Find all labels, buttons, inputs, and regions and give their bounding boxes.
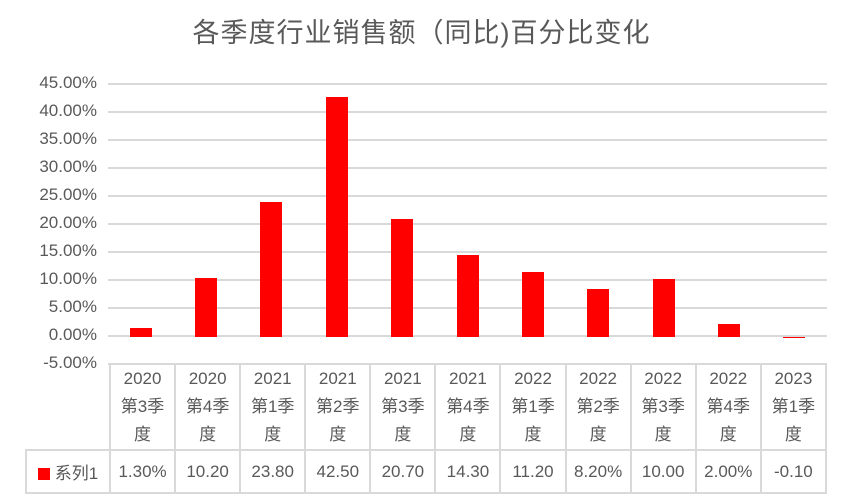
table-value-cell: 23.80 <box>239 449 307 494</box>
bar <box>717 323 740 337</box>
y-axis-label: 45.00% <box>39 73 97 92</box>
table-header-cell: 2022 第2季 度 <box>564 363 632 451</box>
y-axis-label: 20.00% <box>39 213 97 232</box>
data-table: 2020 第3季 度 2020 第4季 度 2021 第1季 度 2021 第2季 度… <box>25 363 828 494</box>
table-header-cell: 2022 第4季 度 <box>694 363 762 451</box>
table-header-cell: 2021 第1季 度 <box>239 363 307 451</box>
table-header-cell: 2022 第3季 度 <box>629 363 697 451</box>
gridline <box>108 195 827 197</box>
table-value-cell: 2.00% <box>694 449 762 494</box>
y-axis-label: 25.00% <box>39 185 97 204</box>
gridline <box>108 111 827 113</box>
y-axis-label: 10.00% <box>39 269 97 288</box>
table-value-cell: 20.70 <box>369 449 437 494</box>
bar <box>260 201 283 337</box>
bar <box>325 97 348 337</box>
y-axis-label: 35.00% <box>39 129 97 148</box>
bar <box>521 272 544 337</box>
gridline <box>108 251 827 253</box>
table-header-cell: 2021 第4季 度 <box>434 363 502 451</box>
y-axis-label: 0.00% <box>48 325 97 344</box>
y-axis-label: -5.00% <box>43 353 97 372</box>
bar <box>783 337 806 338</box>
table-corner-cell <box>26 364 110 450</box>
bar <box>587 289 610 337</box>
table-value-cell: 8.20% <box>564 449 632 494</box>
table-value-cell: 11.20 <box>499 449 567 494</box>
bar <box>195 277 218 337</box>
bar <box>391 219 414 337</box>
legend-series-label: 系列1 <box>54 464 99 483</box>
y-axis-label: 30.00% <box>39 157 97 176</box>
table-header-row: 2020 第3季 度 2020 第4季 度 2021 第1季 度 2021 第2季 度… <box>26 363 828 451</box>
bar <box>129 327 152 337</box>
table-header-cell: 2023 第1季 度 <box>759 363 828 451</box>
table-header-cell: 2020 第4季 度 <box>174 363 242 451</box>
table-value-cell: 10.00 <box>629 449 697 494</box>
bar <box>652 279 675 337</box>
gridline <box>108 83 827 85</box>
table-header-cell: 2020 第3季 度 <box>108 363 177 451</box>
table-header-cell: 2022 第1季 度 <box>499 363 567 451</box>
table-value-cell: 14.30 <box>434 449 502 494</box>
gridline <box>108 223 827 225</box>
gridline <box>108 139 827 141</box>
plot-area <box>108 83 827 365</box>
table-header-cell: 2021 第2季 度 <box>304 363 372 451</box>
table-value-cell: 10.20 <box>174 449 242 494</box>
y-axis-label: 40.00% <box>39 101 97 120</box>
legend-cell: 系列1 <box>25 449 111 494</box>
gridline <box>108 167 827 169</box>
y-axis: 45.00% 40.00% 35.00% 30.00% 25.00% 20.00% 15.0… <box>0 73 97 373</box>
table-value-cell: 1.30% <box>108 449 177 494</box>
table-value-cell: -0.10 <box>759 449 828 494</box>
table-header-cell: 2021 第3季 度 <box>369 363 437 451</box>
chart-title: 各季度行业销售额（同比)百分比变化 <box>192 18 651 48</box>
table-value-row: 系列1 1.30% 10.20 23.80 42.50 20.70 14.30 11.20 8… <box>25 449 828 494</box>
table-value-cell: 42.50 <box>304 449 372 494</box>
legend-marker-icon <box>37 468 50 480</box>
y-axis-label: 15.00% <box>39 241 97 260</box>
y-axis-label: 5.00% <box>48 297 97 316</box>
bar <box>456 254 479 337</box>
